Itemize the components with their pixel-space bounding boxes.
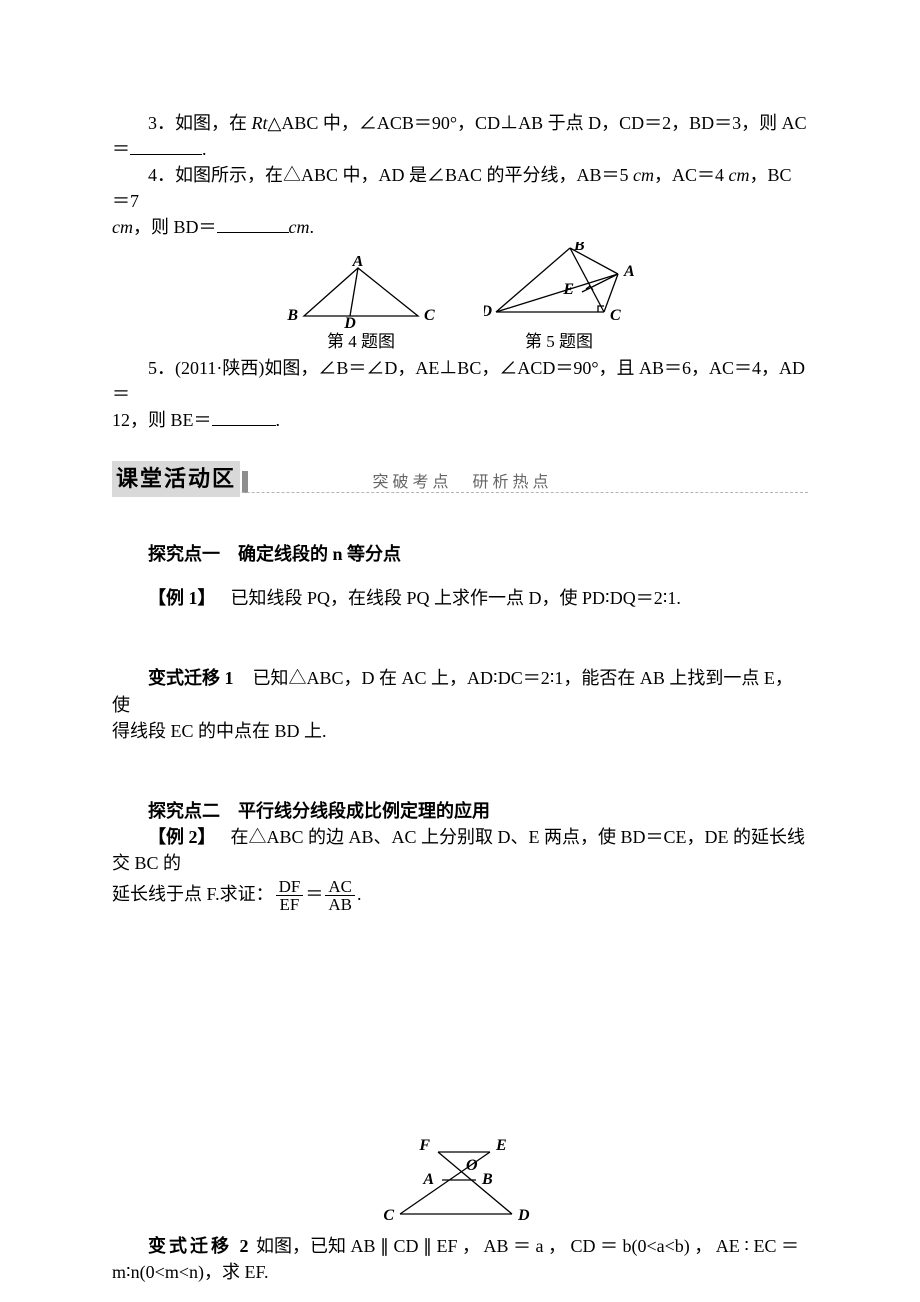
ex2-label: 例 2: [166, 827, 198, 847]
question-3: 3．如图，在 Rt△ABC 中，∠ACB＝90°，CD⊥AB 于点 D，CD＝2…: [112, 110, 808, 162]
q4-l2-cm: cm: [112, 217, 133, 237]
v2-l1: 如图，已知 AB ∥ CD ∥ EF ， AB ＝ a ， CD ＝ b(0<a…: [252, 1236, 800, 1256]
q4-cm1: cm: [633, 165, 654, 185]
ex1-close: 】: [198, 588, 216, 608]
fig4-C: C: [424, 307, 435, 324]
q4-l2-b: ，则 BD＝: [133, 217, 217, 237]
q3-blank: [130, 136, 202, 155]
fv2-A: A: [422, 1171, 434, 1188]
fig5-E: E: [562, 281, 574, 298]
fv2-F: F: [418, 1137, 430, 1154]
q3-text-a: 3．如图，在: [148, 113, 252, 133]
section-subtitle: 突破考点 研析热点: [373, 471, 553, 494]
gap-1: [112, 505, 808, 541]
ex2-frac1-den: EF: [276, 895, 304, 914]
figure-4: A B C D 第 4 题图: [286, 256, 436, 355]
question-4-line2: cm，则 BD＝cm.: [112, 214, 808, 240]
question-4-line1: 4．如图所示，在△ABC 中，AD 是∠BAC 的平分线，AB＝5 cm，AC＝…: [112, 162, 808, 214]
q4-blank: [217, 214, 289, 233]
q4-l1-b: ，AC＝4: [654, 165, 729, 185]
page: 3．如图，在 Rt△ABC 中，∠ACB＝90°，CD⊥AB 于点 D，CD＝2…: [0, 0, 920, 1302]
gap-1b: [112, 567, 808, 585]
fv2-D: D: [517, 1207, 530, 1224]
fv2-C: C: [383, 1207, 394, 1224]
q5-period: .: [276, 410, 281, 430]
fig5-D: D: [484, 303, 492, 320]
v2-label: 变式迁移 2: [148, 1236, 252, 1256]
fv2-O: O: [466, 1157, 478, 1174]
example-2-line1: 【例 2】 在△ABC 的边 AB、AC 上分别取 D、E 两点，使 BD＝CE…: [112, 824, 808, 876]
v1-label: 变式迁移 1: [148, 668, 234, 688]
ex2-frac1-num: DF: [276, 878, 304, 896]
figure-row-4-5: A B C D 第 4 题图: [112, 242, 808, 355]
gap-3: [112, 744, 808, 798]
ex2-close: 】: [198, 827, 216, 847]
figure-v2-svg: A B F E O C D: [380, 1134, 540, 1226]
figure-4-caption: 第 4 题图: [286, 330, 436, 355]
topic-2-heading: 探究点二 平行线分线段成比例定理的应用: [112, 798, 808, 824]
v1-l2: 得线段 EC 的中点在 BD 上.: [112, 721, 327, 741]
variation-1-line2: 得线段 EC 的中点在 BD 上.: [112, 718, 808, 744]
figure-4-svg: A B C D: [286, 256, 436, 328]
question-5-line1: 5．(2011·陕西)如图，∠B＝∠D，AE⊥BC，∠ACD＝90°，且 AB＝…: [112, 355, 808, 407]
section-bar-block: 课堂活动区: [112, 461, 240, 497]
q5-l2a: 12，则 BE＝: [112, 410, 212, 430]
ex1-label: 例 1: [166, 588, 198, 608]
q4-l2-cm2: cm: [289, 217, 310, 237]
fig4-D: D: [343, 315, 356, 328]
ex2-frac2-num: AC: [325, 878, 355, 896]
section-title: 课堂活动区: [116, 466, 236, 491]
variation-2-line2: m∶n(0<m<n)，求 EF.: [112, 1259, 808, 1285]
ex2-frac1: DFEF: [276, 878, 304, 915]
gap-4: [112, 914, 808, 1134]
section-bar-end: [242, 471, 248, 493]
q3-rt: Rt: [252, 113, 268, 133]
topic-1-heading: 探究点一 确定线段的 n 等分点: [112, 541, 808, 567]
example-2-line2: 延长线于点 F.求证：DFEF＝ACAB.: [112, 876, 808, 914]
example-1: 【例 1】 已知线段 PQ，在线段 PQ 上求作一点 D，使 PD∶DQ＝2∶1…: [112, 585, 808, 611]
fv2-E: E: [495, 1137, 507, 1154]
q4-period: .: [310, 217, 315, 237]
figure-5: B A D C E 第 5 题图: [484, 242, 634, 355]
ex2-l1: 在△ABC 的边 AB、AC 上分别取 D、E 两点，使 BD＝CE，DE 的延…: [112, 827, 805, 873]
v2-l2: m∶n(0<m<n)，求 EF.: [112, 1262, 269, 1282]
ex2-frac2: ACAB: [325, 878, 355, 915]
ex1-text: 已知线段 PQ，在线段 PQ 上求作一点 D，使 PD∶DQ＝2∶1.: [231, 588, 681, 608]
fig5-B: B: [573, 242, 585, 254]
fig5-C: C: [610, 307, 621, 324]
question-5-line2: 12，则 BE＝.: [112, 407, 808, 433]
fig4-A: A: [352, 256, 364, 270]
ex2-eq: ＝: [305, 884, 323, 904]
section-bar: 课堂活动区 突破考点 研析热点: [112, 461, 808, 497]
figure-5-caption: 第 5 题图: [484, 330, 634, 355]
ex2-frac2-den: AB: [325, 895, 355, 914]
q3-period: .: [202, 139, 207, 159]
variation-1-line1: 变式迁移 1 已知△ABC，D 在 AC 上，AD∶DC＝2∶1，能否在 AB …: [112, 665, 808, 717]
q4-l1-a: 4．如图所示，在△ABC 中，AD 是∠BAC 的平分线，AB＝5: [148, 165, 633, 185]
fig5-A: A: [623, 263, 634, 280]
fig4-B: B: [286, 307, 298, 324]
ex2-period: .: [357, 884, 362, 904]
ex2-open: 【: [148, 827, 166, 847]
q4-cm2: cm: [729, 165, 750, 185]
figure-v2-wrap: A B F E O C D: [112, 1134, 808, 1233]
figure-5-svg: B A D C E: [484, 242, 634, 328]
ex1-open: 【: [148, 588, 166, 608]
q5-l1: 5．(2011·陕西)如图，∠B＝∠D，AE⊥BC，∠ACD＝90°，且 AB＝…: [112, 358, 805, 404]
ex2-l2a: 延长线于点 F.求证：: [112, 884, 274, 904]
q5-blank: [212, 407, 276, 426]
variation-2-line1: 变式迁移 2 如图，已知 AB ∥ CD ∥ EF ， AB ＝ a ， CD …: [112, 1233, 808, 1259]
gap-2: [112, 611, 808, 665]
fv2-B: B: [481, 1171, 493, 1188]
